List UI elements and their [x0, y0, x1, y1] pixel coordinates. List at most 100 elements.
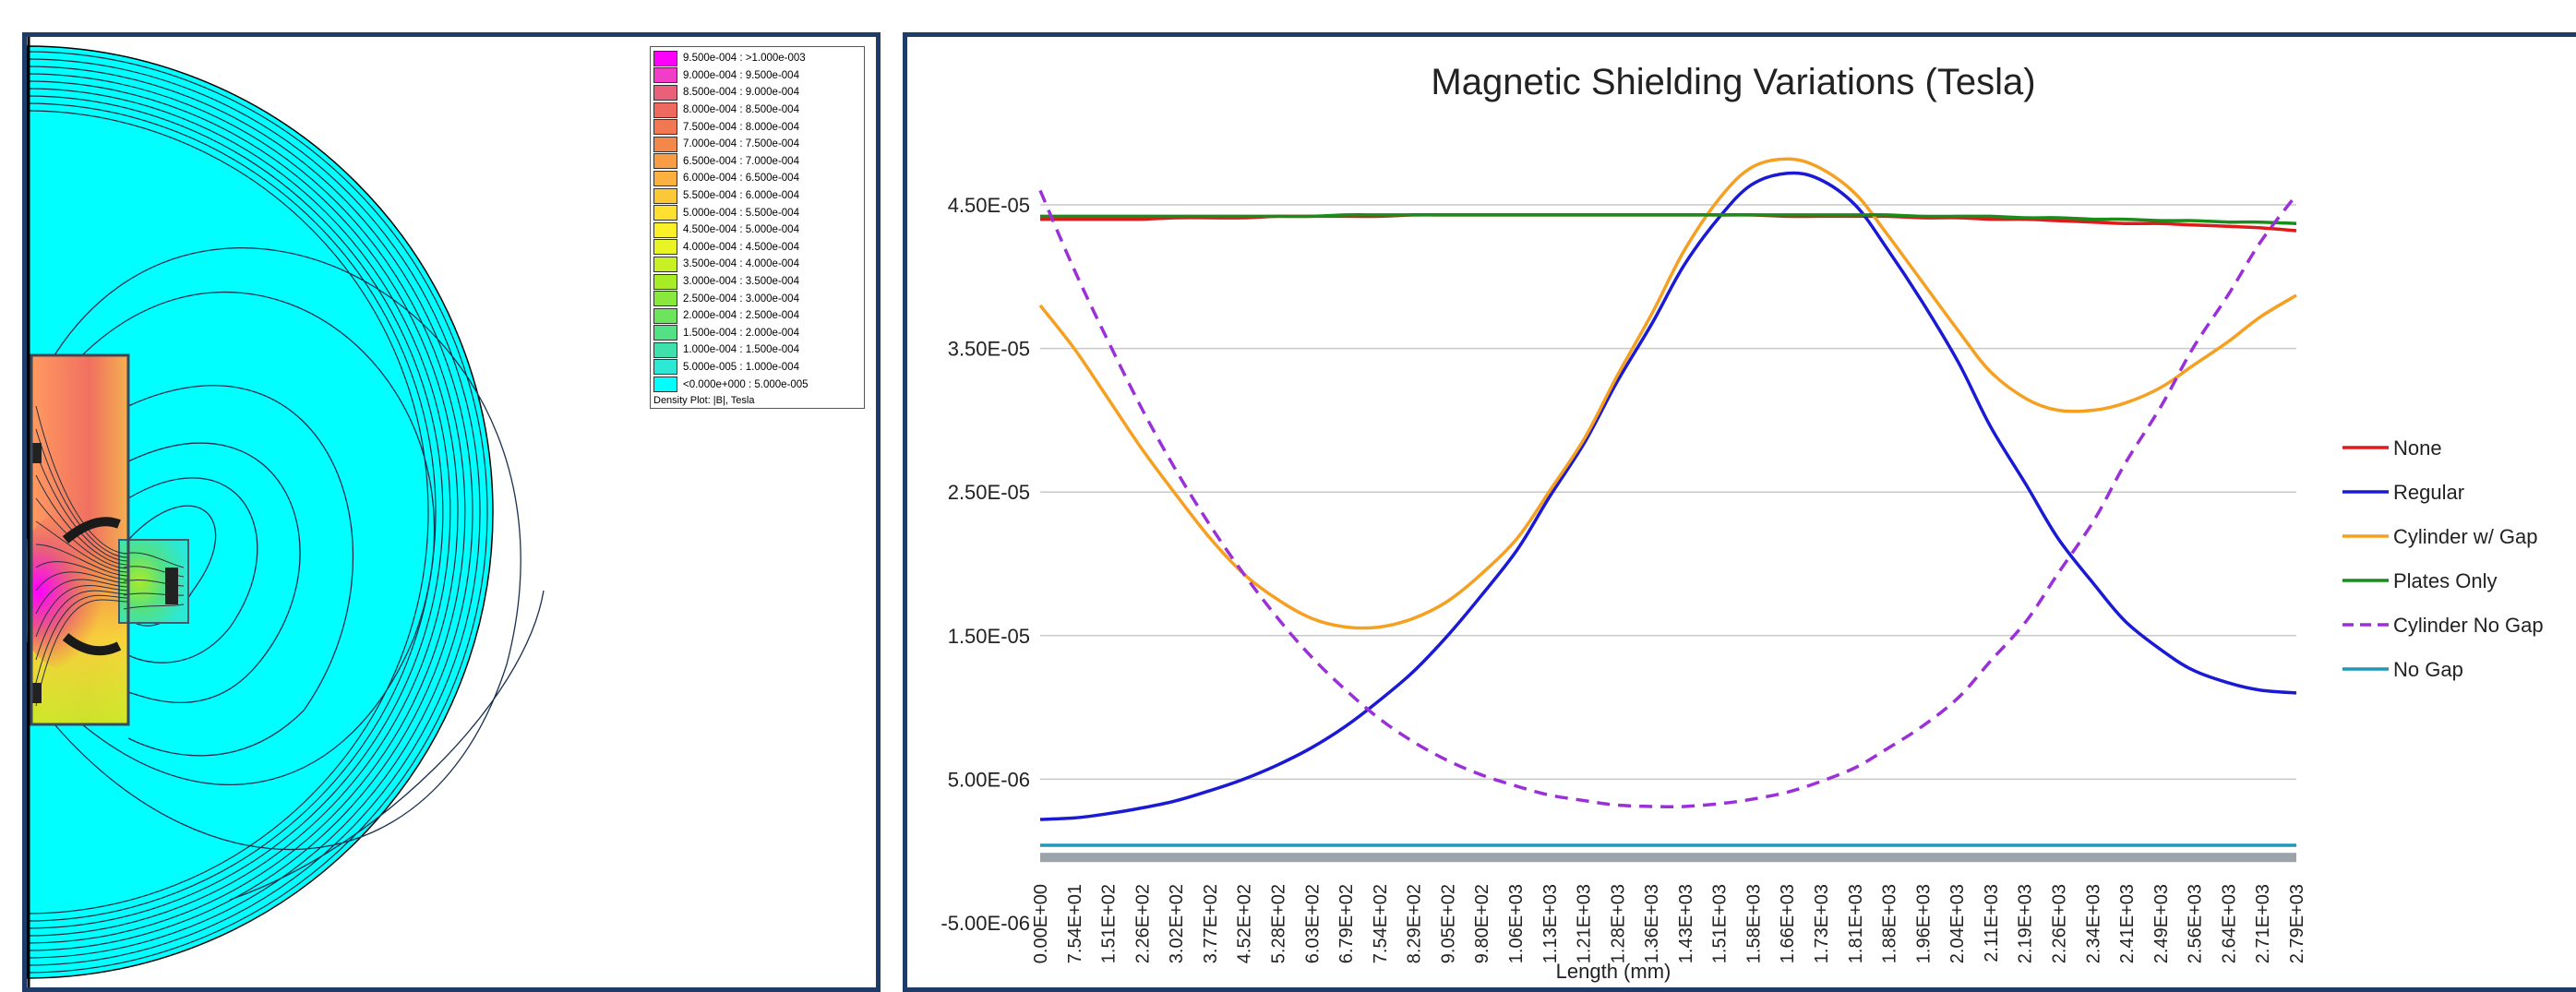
contour-line — [35, 579, 129, 615]
line-chart: Magnetic Shielding Variations (Tesla) -5… — [941, 62, 2544, 983]
legend-label: Regular — [2393, 481, 2464, 504]
shield-ring — [27, 95, 444, 929]
upper-pole — [62, 517, 121, 544]
x-tick-label: 2.26E+03 — [2050, 884, 2070, 963]
legend-row: 9.500e-004 : >1.000e-003 — [653, 50, 861, 67]
y-tick-label: 3.50E-05 — [948, 338, 1030, 361]
legend-row: 3.500e-004 : 4.000e-004 — [653, 256, 861, 273]
contour-line — [35, 474, 129, 566]
x-tick-label: 9.80E+02 — [1472, 884, 1492, 963]
contour-line — [35, 520, 129, 573]
y-tick-label: 1.50E-05 — [948, 625, 1030, 648]
x-tick-label: 1.06E+03 — [1506, 884, 1527, 963]
x-tick-label: 1.66E+03 — [1778, 884, 1798, 963]
x-tick-label: 6.03E+02 — [1302, 884, 1323, 963]
contour-line — [123, 552, 185, 568]
legend-label: 8.500e-004 : 9.000e-004 — [683, 87, 799, 99]
density-plot-panel: 9.500e-004 : >1.000e-003 9.000e-004 : 9.5… — [22, 32, 881, 992]
legend-label: 4.500e-004 : 5.000e-004 — [683, 224, 799, 236]
legend-label: No Gap — [2393, 658, 2463, 681]
legend-label: 6.000e-004 : 6.500e-004 — [683, 173, 799, 185]
legend-swatch — [653, 256, 677, 272]
y-tick-label: 2.50E-05 — [948, 481, 1030, 504]
contour-line — [35, 451, 129, 562]
legend-swatch — [653, 221, 677, 238]
legend-label: 5.500e-004 : 6.000e-004 — [683, 190, 799, 202]
legend-swatch — [653, 376, 677, 393]
legend-label: 1.000e-004 : 1.500e-004 — [683, 344, 799, 356]
contour-line — [35, 594, 129, 684]
x-tick-label: 2.11E+03 — [1982, 884, 2002, 962]
x-tick-label: 1.58E+03 — [1743, 884, 1764, 963]
x-axis: 0.00E+00 7.54E+01 1.51E+02 2.26E+02 3.02E+02… — [1031, 884, 2307, 963]
x-tick-label: 1.21E+03 — [1575, 884, 1595, 963]
series-line-cylinder-w-gap — [1038, 157, 2297, 630]
x-tick-label: 1.81E+03 — [1846, 884, 1866, 963]
legend-row: 1.500e-004 : 2.000e-004 — [653, 325, 861, 342]
baseline-band — [1040, 853, 2296, 863]
contour-line — [123, 604, 185, 610]
x-tick-label: 2.19E+03 — [2016, 884, 2036, 963]
x-tick-label: 3.77E+02 — [1201, 884, 1221, 963]
legend-label: 7.000e-004 : 7.500e-004 — [683, 138, 799, 150]
legend-row: 5.000e-004 : 5.500e-004 — [653, 204, 861, 221]
shield-layers — [27, 51, 488, 974]
legend-swatch — [653, 273, 677, 290]
chart-title: Magnetic Shielding Variations (Tesla) — [1431, 62, 2035, 102]
legend-swatch — [653, 102, 677, 118]
coil-block-1 — [165, 568, 178, 604]
legend-row: 9.000e-004 : 9.500e-004 — [653, 67, 861, 85]
x-tick-label: 1.28E+03 — [1608, 884, 1628, 963]
legend-swatch — [653, 291, 677, 307]
legend-label: Cylinder w/ Gap — [2393, 525, 2538, 548]
shield-ring — [27, 80, 459, 944]
x-tick-label: 1.73E+03 — [1812, 884, 1832, 963]
chart-panel: Magnetic Shielding Variations (Tesla) -5… — [903, 32, 2576, 992]
x-tick-label: 2.04E+03 — [1947, 884, 1968, 963]
legend-row: 5.500e-004 : 6.000e-004 — [653, 187, 861, 205]
legend-label: 3.000e-004 : 3.500e-004 — [683, 276, 799, 288]
x-tick-label: 5.28E+02 — [1268, 884, 1288, 963]
legend-swatch — [653, 205, 677, 221]
x-tick-label: 1.96E+03 — [1913, 884, 1934, 963]
contour-line — [35, 561, 129, 580]
x-tick-label: 0.00E+00 — [1031, 884, 1051, 963]
grid-lines — [1040, 204, 2296, 863]
legend-row: 2.500e-004 : 3.000e-004 — [653, 290, 861, 307]
legend-label: Cylinder No Gap — [2393, 614, 2544, 637]
y-tick-label: 4.50E-05 — [948, 194, 1030, 217]
x-tick-label: 7.54E+01 — [1065, 884, 1085, 963]
x-tick-label: 2.41E+03 — [2117, 884, 2138, 963]
x-tick-label: 1.13E+03 — [1540, 884, 1561, 963]
legend-row: 4.500e-004 : 5.000e-004 — [653, 221, 861, 239]
legend-label: 4.000e-004 : 4.500e-004 — [683, 241, 799, 253]
legend-swatch — [653, 136, 677, 152]
legend-swatch — [653, 325, 677, 341]
lower-pole — [62, 633, 122, 656]
legend-swatch — [653, 170, 677, 186]
legend-row: 1.000e-004 : 1.500e-004 — [653, 341, 861, 359]
contour-line — [123, 579, 185, 587]
legend-label: 5.000e-004 : 5.500e-004 — [683, 207, 799, 219]
contour-line — [123, 566, 185, 578]
contour-line — [35, 405, 129, 555]
legend-row: 3.000e-004 : 3.500e-004 — [653, 273, 861, 291]
legend-label: 2.500e-004 : 3.000e-004 — [683, 293, 799, 305]
contour-line — [35, 599, 129, 707]
legend-label: 1.500e-004 : 2.000e-004 — [683, 327, 799, 339]
legend-label: 9.500e-004 : >1.000e-003 — [683, 53, 806, 65]
contour-line — [35, 544, 129, 577]
flux-line — [81, 291, 436, 785]
y-axis: -5.00E-06 5.00E-06 1.50E-05 2.50E-05 3.50E-0… — [941, 194, 1030, 935]
x-tick-label: 2.64E+03 — [2219, 884, 2239, 963]
legend-swatch — [653, 67, 677, 84]
x-axis-label: Length (mm) — [1556, 960, 1671, 983]
shield-ring — [27, 88, 451, 937]
contour-line — [35, 585, 129, 638]
contour-line — [35, 571, 129, 592]
legend-swatch — [653, 307, 677, 324]
series-line-regular — [1039, 171, 2297, 821]
legend-swatch — [653, 50, 677, 66]
shield-ring — [27, 102, 437, 922]
x-tick-label: 1.51E+02 — [1099, 884, 1120, 963]
